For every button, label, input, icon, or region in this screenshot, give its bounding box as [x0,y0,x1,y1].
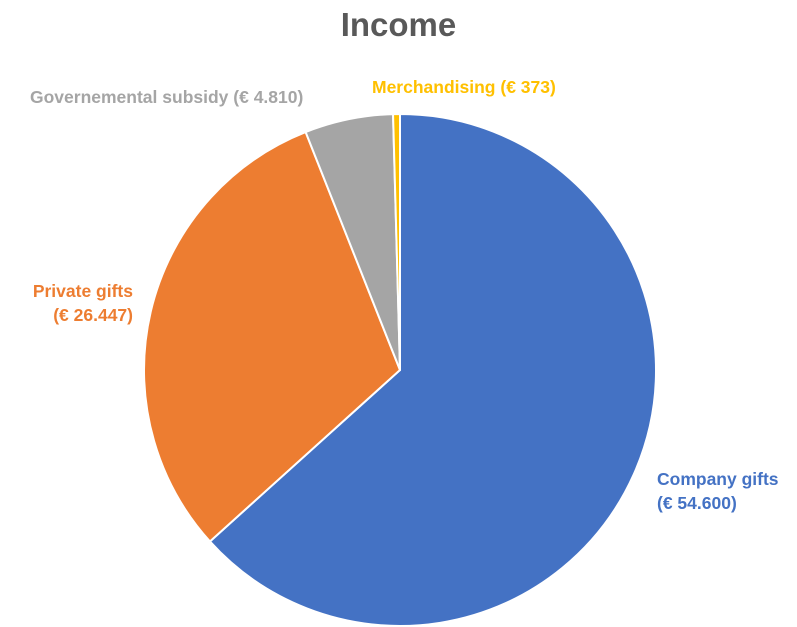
slice-name: Private gifts [32,281,133,301]
slice-label-company-gifts: Company gifts (€ 54.600) [657,468,779,515]
slice-name: Merchandising [372,77,496,97]
slice-name: Governemental subsidy [30,87,229,107]
slice-label-merchandising: Merchandising (€ 373) [372,76,556,100]
slice-value: (€ 26.447) [53,304,133,325]
slice-value: (€ 373) [500,77,556,97]
slice-value: (€ 54.600) [657,492,737,513]
slice-label-private-gifts: Private gifts (€ 26.447) [10,280,133,327]
slice-name: Company gifts [657,469,779,489]
slice-label-governmental-subsidy: Governemental subsidy (€ 4.810) [30,86,303,110]
pie-slices [143,112,657,627]
pie-slice-company-gifts [208,113,657,627]
pie-slice-private-gifts [143,131,401,543]
slice-value: (€ 4.810) [233,87,304,107]
pie-slice-merchandising [392,112,401,371]
chart-title: Income [340,6,457,43]
